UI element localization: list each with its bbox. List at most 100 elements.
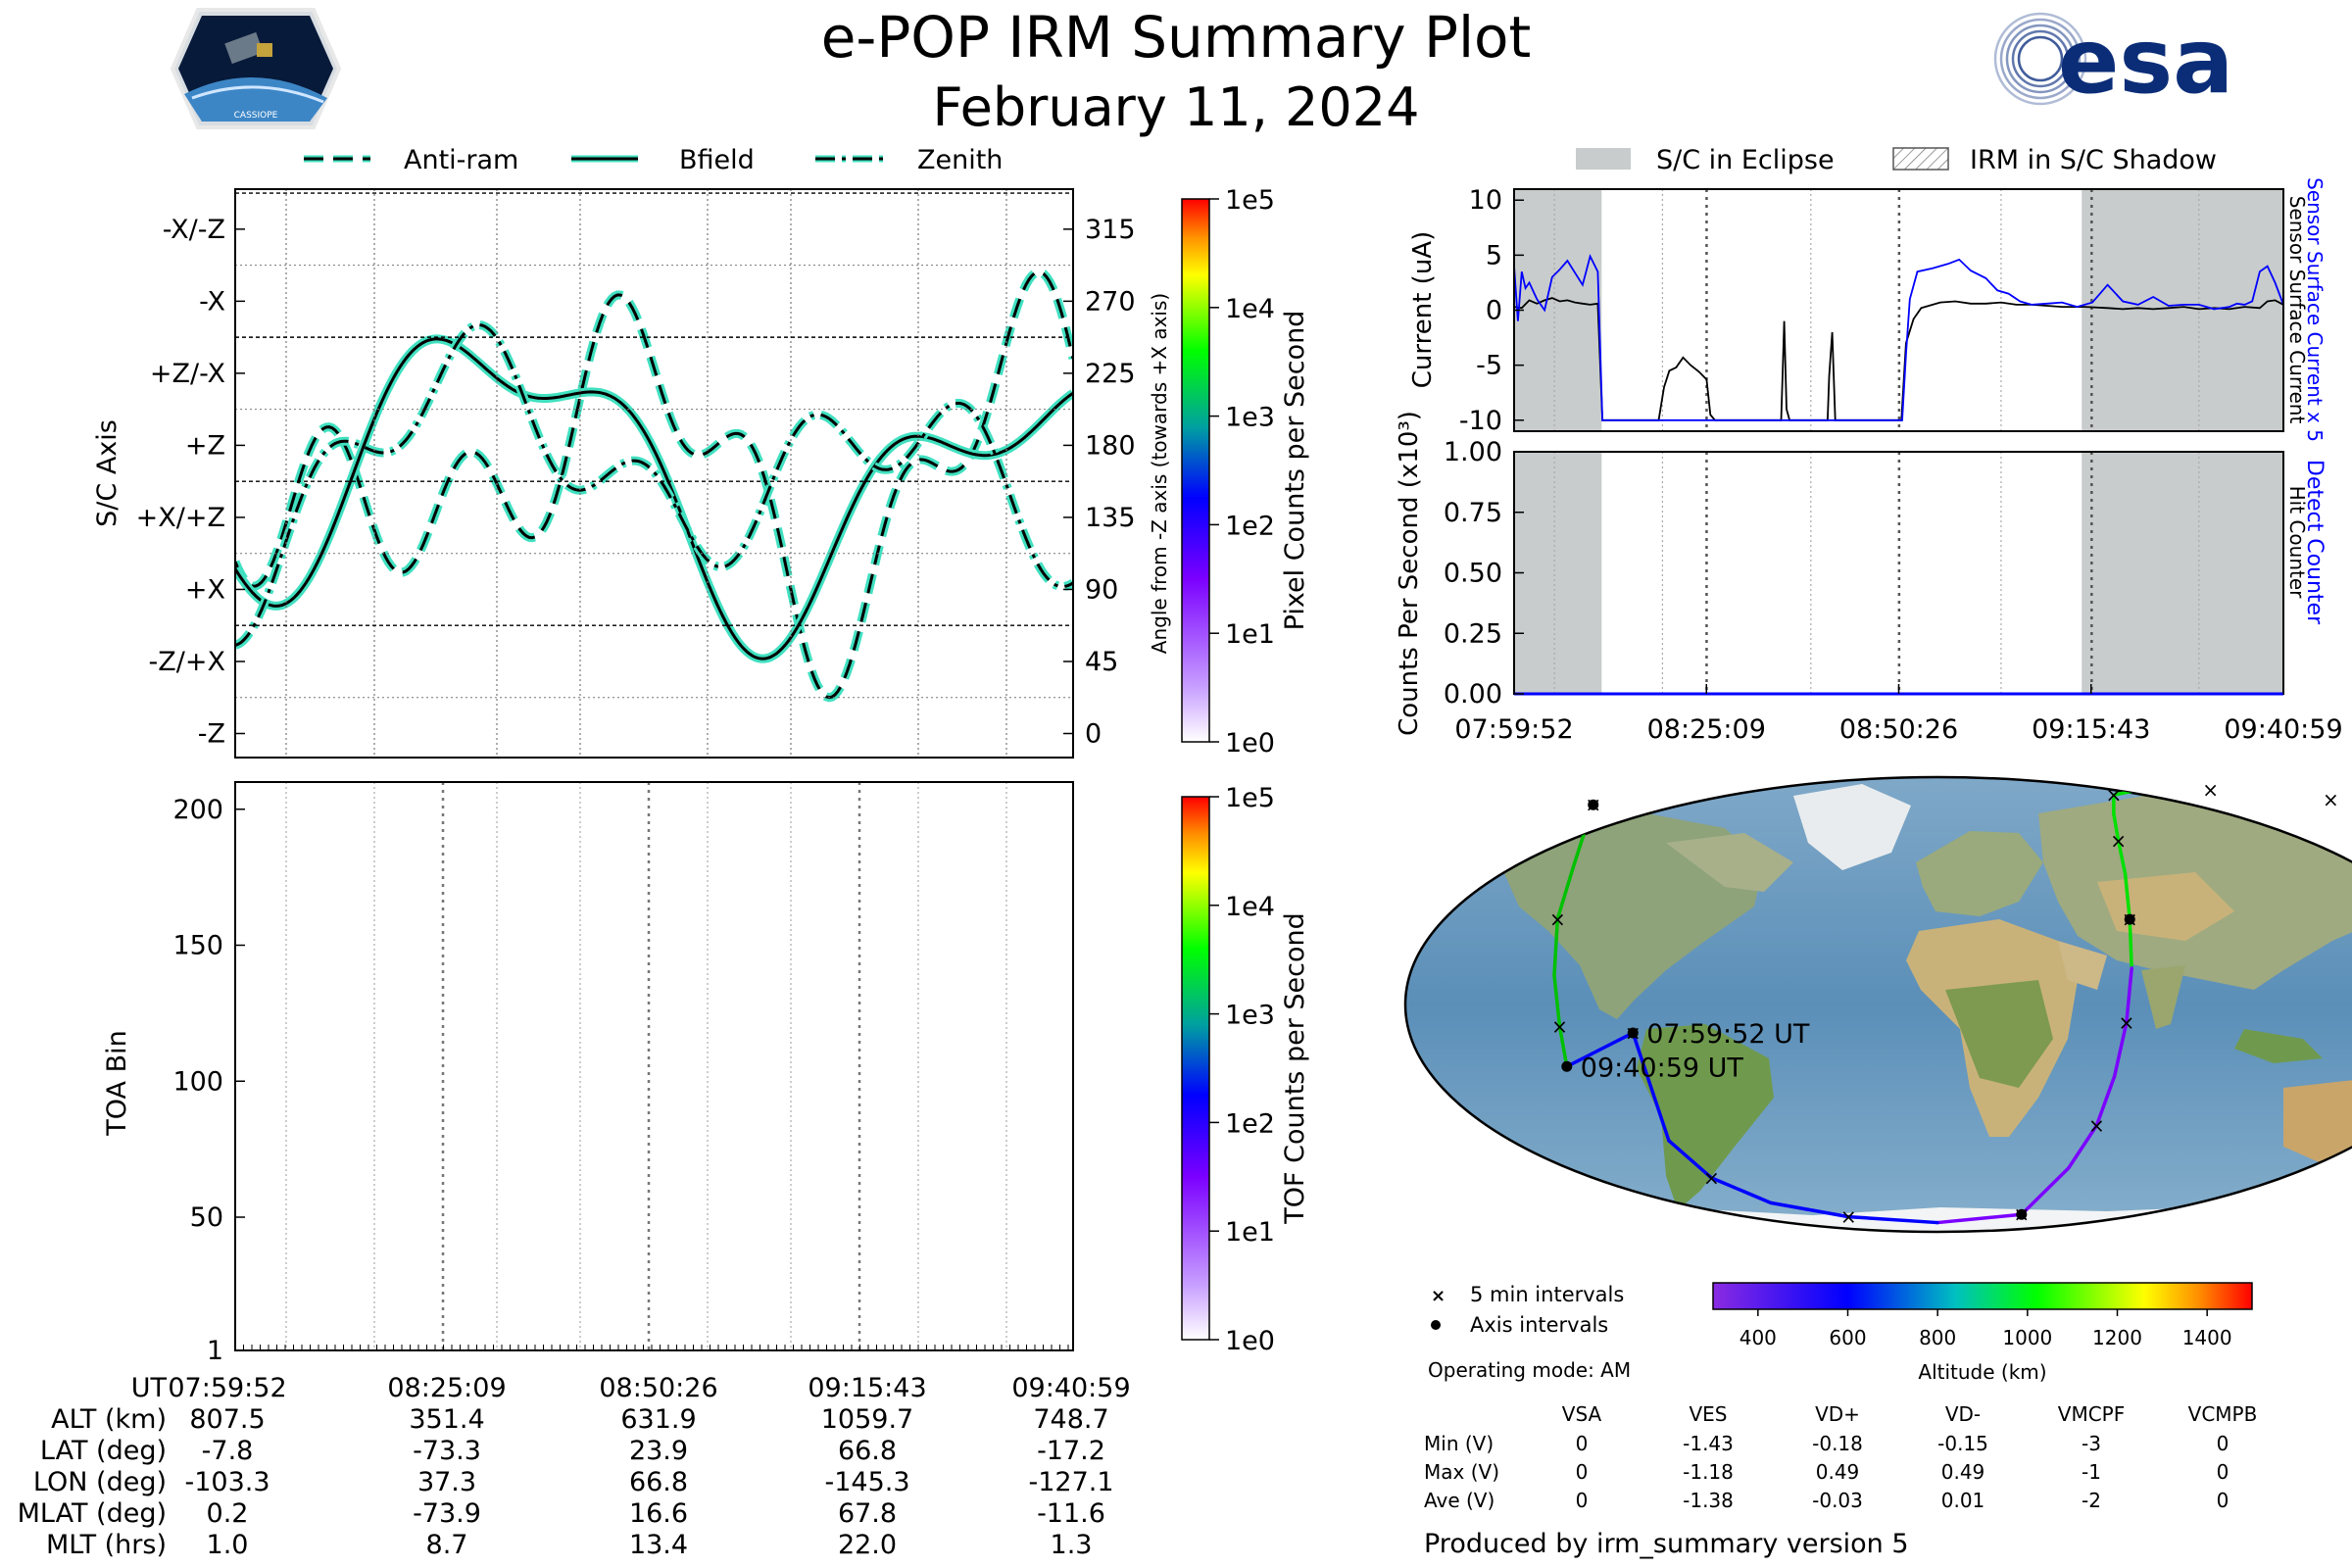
info-cell: 16.6 xyxy=(629,1498,688,1529)
colorbar-tick-label: 1e0 xyxy=(1225,728,1275,759)
eclipse-legend: S/C in Eclipse IRM in S/C Shadow xyxy=(1576,145,2217,175)
ground-track-segment xyxy=(1631,1031,1671,1143)
voltage-row-label: Max (V) xyxy=(1424,1460,1499,1484)
five-min-marker: × xyxy=(2118,1011,2134,1035)
toa-ytick-label: 100 xyxy=(172,1066,223,1097)
sc-axis-ytick-label: -Z xyxy=(198,718,225,749)
info-cell: -127.1 xyxy=(1028,1467,1113,1497)
voltage-col-header: VD- xyxy=(1945,1402,1981,1426)
counts-xtick-label: 08:50:26 xyxy=(1839,714,1958,745)
info-cell: -103.3 xyxy=(184,1467,270,1497)
current-trace xyxy=(1514,297,2283,421)
info-cell: 22.0 xyxy=(838,1530,897,1560)
voltage-cell: -3 xyxy=(2082,1432,2101,1455)
colorbar-tick-label: 1e4 xyxy=(1225,294,1275,324)
pixel-colorbar-label: Pixel Counts per Second xyxy=(1280,311,1310,631)
voltage-col-header: VES xyxy=(1689,1402,1727,1426)
ground-track-segment xyxy=(2208,788,2276,796)
five-min-marker: × xyxy=(1549,907,1566,931)
legend-eclipse: S/C in Eclipse xyxy=(1656,145,1835,175)
info-cell: 1.0 xyxy=(207,1530,249,1560)
colorbar-tick-label: 1e4 xyxy=(1225,892,1275,922)
counts-panel: 0.00 0.25 0.50 0.75 1.00 07:59:52 08:25:09 08:5… xyxy=(1395,411,2343,745)
operating-mode: Operating mode: AM xyxy=(1428,1358,1631,1382)
ground-track-segment xyxy=(1769,1200,1851,1219)
info-row-label: MLT (hrs) xyxy=(46,1530,167,1560)
esa-logo-text: esa xyxy=(2058,9,2233,114)
eclipse-band xyxy=(1514,452,1602,694)
voltage-col-header: VSA xyxy=(1562,1402,1602,1426)
sc-axis-ytick-label: -X/-Z xyxy=(163,215,225,245)
info-cell: 08:25:09 xyxy=(387,1373,506,1403)
info-cell: 631.9 xyxy=(620,1404,696,1435)
voltage-cell: 0 xyxy=(1576,1432,1589,1455)
ground-track-segment xyxy=(1667,1139,1714,1180)
sc-axis-ytick-label: +X xyxy=(185,574,225,605)
ground-track-segment xyxy=(2128,917,2133,970)
info-cell: -17.2 xyxy=(1037,1436,1105,1466)
voltage-cell: 0.49 xyxy=(1941,1460,1985,1484)
ground-track-segment xyxy=(2116,839,2128,876)
info-cell: 1059.7 xyxy=(821,1404,913,1435)
info-row-label: MLAT (deg) xyxy=(18,1498,167,1529)
info-cell: -11.6 xyxy=(1037,1498,1105,1529)
colorbar-tick-label: 1e1 xyxy=(1225,619,1275,650)
voltage-row-label: Ave (V) xyxy=(1424,1489,1494,1512)
voltage-cell: -0.03 xyxy=(1812,1489,1863,1512)
colorbar-tick-label: 1e3 xyxy=(1225,1001,1275,1031)
colorbar-tick-label: 1e5 xyxy=(1225,783,1275,813)
toa-ytick-label: 1 xyxy=(207,1336,223,1366)
five-min-marker: × xyxy=(2110,829,2127,853)
altitude-colorbar-label: Altitude (km) xyxy=(1918,1360,2046,1384)
info-cell: -73.9 xyxy=(413,1498,481,1529)
legend-zenith: Zenith xyxy=(917,145,1003,175)
info-cell: -73.3 xyxy=(413,1436,481,1466)
sc-axis-ylabel: S/C Axis xyxy=(92,419,122,527)
current-trace xyxy=(1514,253,2283,421)
info-cell: 748.7 xyxy=(1033,1404,1108,1435)
five-min-marker: × xyxy=(1703,1166,1720,1190)
counts-ytick-label: 0.25 xyxy=(1444,618,1502,649)
map-legend: × 5 min intervals Axis intervals xyxy=(1431,1283,1624,1337)
colorbar-tick-label: 1e3 xyxy=(1225,403,1275,433)
sc-axis-y2tick-label: 45 xyxy=(1085,647,1118,677)
pixel-colorbar: 1e0 1e1 1e2 1e3 1e4 1e5 Pixel Counts per Seco… xyxy=(1181,185,1310,759)
altitude-colorbar: 400 600 800 1000 1200 1400 Altitude (km) xyxy=(1712,1282,2253,1384)
voltage-cell: -0.18 xyxy=(1812,1432,1863,1455)
voltage-cell: 0 xyxy=(2217,1489,2230,1512)
info-cell: -7.8 xyxy=(202,1436,254,1466)
voltage-cell: -2 xyxy=(2082,1489,2101,1512)
info-cell: -145.3 xyxy=(824,1467,909,1497)
colorbar-tick-label: 1e2 xyxy=(1225,511,1275,541)
current-ytick-label: -5 xyxy=(1476,351,1502,381)
sc-axis-panel: -Z -Z/+X +X +X/+Z +Z +Z/-X -X -X/-Z 0 45 90 135 180 2… xyxy=(92,188,1171,759)
counts-xtick-label: 09:15:43 xyxy=(2032,714,2150,745)
sc-axis-y2tick-label: 135 xyxy=(1085,503,1136,533)
info-cell: 0.2 xyxy=(207,1498,249,1529)
voltage-col-header: VD+ xyxy=(1815,1402,1860,1426)
five-min-marker: × xyxy=(1840,1205,1857,1229)
info-cell: 66.8 xyxy=(629,1467,688,1497)
eclipse-band xyxy=(1514,189,1602,431)
altitude-tick-label: 1000 xyxy=(2002,1326,2052,1349)
five-min-marker: × xyxy=(2088,1114,2105,1138)
info-cell: 351.4 xyxy=(409,1404,484,1435)
altitude-tick-label: 400 xyxy=(1740,1326,1777,1349)
axis-interval-marker xyxy=(2124,913,2135,925)
esa-logo: esa xyxy=(1993,9,2233,114)
ground-track-segment xyxy=(1555,866,1575,921)
info-cell: 09:40:59 xyxy=(1011,1373,1130,1403)
sc-axis-ytick-label: -X xyxy=(199,286,225,317)
voltage-col-header: VMCPF xyxy=(2058,1402,2125,1426)
ground-track-segment xyxy=(2143,786,2213,792)
eclipse-band xyxy=(2082,452,2283,694)
track-time-label: 07:59:52 UT xyxy=(1646,1019,1810,1050)
legend-shadow: IRM in S/C Shadow xyxy=(1970,145,2217,175)
toa-ytick-label: 50 xyxy=(190,1202,223,1233)
sc-axis-y2label: Angle from -Z axis (towards +X axis) xyxy=(1148,293,1171,654)
ground-track-segment xyxy=(1557,1024,1569,1069)
info-cell: 66.8 xyxy=(838,1436,897,1466)
ground-track-segment xyxy=(1846,1214,1939,1225)
